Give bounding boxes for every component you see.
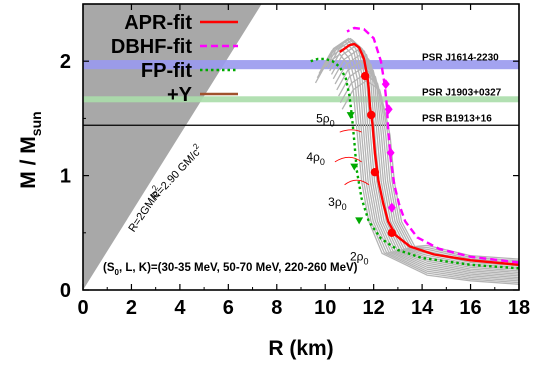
grey-mr-curve [338, 66, 519, 264]
causality-regions [83, 4, 262, 290]
legend-label: APR-fit [124, 12, 192, 34]
marker-fp-fit [346, 112, 355, 120]
svg-text:M / Msun: M / Msun [17, 111, 44, 188]
x-tick-label: 18 [508, 297, 530, 319]
short-branch-curve [339, 129, 362, 133]
density-label: 5ρ0 [316, 111, 335, 128]
series-line-dbhf-fit [346, 26, 519, 264]
legend-label: FP-fit [141, 60, 192, 82]
y-axis-label-sub: sun [28, 111, 44, 136]
density-label: 3ρ0 [328, 195, 347, 212]
pulsar-band-psr-j1903-0327 [83, 96, 519, 103]
marker-apr-fit [370, 167, 380, 177]
grey-mr-curve [341, 80, 519, 260]
marker-dbhf-fit [384, 104, 393, 115]
x-tick-label: 2 [126, 297, 137, 319]
marker-apr-fit [387, 228, 397, 237]
marker-dbhf-fit [381, 79, 390, 90]
grey-mr-curve [330, 45, 519, 270]
x-tick-label: 14 [411, 297, 434, 319]
parameter-note: (S0, L, K)=(30-35 MeV, 50-70 MeV, 220-26… [103, 262, 358, 277]
x-tick-label: 8 [271, 297, 282, 319]
short-branch-curve [344, 179, 370, 186]
marker-apr-fit [367, 110, 376, 120]
series-markers [346, 71, 397, 237]
x-tick-label: 16 [459, 297, 481, 319]
legend-label: DBHF-fit [111, 36, 192, 58]
x-axis-label: R (km) [268, 337, 333, 360]
marker-fp-fit [350, 163, 359, 171]
grey-eos-curves [314, 37, 519, 285]
y-tick-label: 0 [60, 280, 71, 302]
y-tick-label: 2 [60, 51, 71, 73]
marker-dbhf-fit [386, 147, 395, 158]
x-tick-label: 0 [77, 297, 88, 319]
grey-mr-curve [332, 49, 519, 269]
short-branch-curve [334, 156, 362, 163]
y-tick-label: 1 [60, 166, 71, 188]
causality-region-2gm [83, 4, 262, 290]
legend-label: +Y [167, 84, 193, 106]
density-label: 2ρ0 [350, 250, 369, 267]
pulsar-label: PSR J1903+0327 [422, 87, 502, 98]
x-tick-label: 6 [223, 297, 234, 319]
grey-mr-curve [323, 37, 519, 277]
grey-mr-curve [318, 44, 519, 282]
density-label: 4ρ0 [306, 150, 325, 167]
series-line-apr-fit [339, 42, 519, 266]
grey-mr-curve [325, 37, 519, 275]
y-axis-label-main: M / M [17, 136, 40, 189]
marker-dbhf-fit [387, 202, 396, 213]
grey-mr-curve [316, 48, 519, 284]
marker-apr-fit [360, 71, 370, 81]
x-tick-label: 12 [363, 297, 385, 319]
pulsar-label: PSR B1913+16 [422, 113, 492, 124]
x-tick-label: 10 [314, 297, 336, 319]
y-axis-label: M / Msun [17, 111, 44, 188]
grey-mr-curve [329, 41, 519, 272]
x-tick-label: 4 [174, 297, 186, 319]
pulsar-band-psr-j1614-2230 [83, 60, 519, 70]
series-curves [310, 26, 519, 270]
pulsar-bands [83, 60, 519, 126]
pulsar-label: PSR J1614-2230 [422, 53, 499, 64]
grey-mr-curve [336, 60, 519, 265]
marker-fp-fit [355, 217, 364, 225]
